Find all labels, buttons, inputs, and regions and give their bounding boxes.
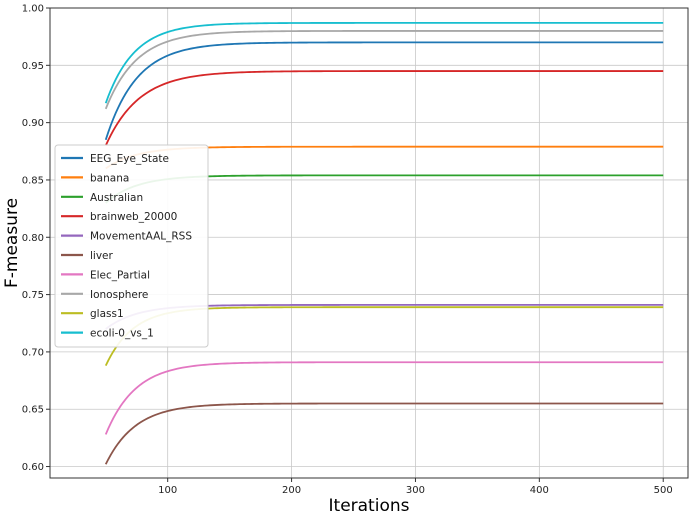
legend-box: [54, 144, 209, 348]
y-tick-label: 0.85: [22, 175, 44, 186]
legend-label: EEG_Eye_State: [90, 153, 169, 165]
legend-label: Ionosphere: [90, 289, 148, 301]
y-tick-label: 0.70: [22, 347, 44, 358]
legend-label: glass1: [90, 308, 124, 320]
legend-label: MovementAAL_RSS: [90, 231, 192, 243]
legend-label: ecoli-0_vs_1: [90, 328, 154, 340]
y-tick-label: 0.90: [22, 118, 44, 129]
y-tick-label: 0.95: [22, 61, 44, 72]
series-line-eeg-eye-state: [104, 41, 664, 141]
legend-label: Elec_Partial: [90, 269, 150, 281]
y-tick-label: 0.80: [22, 233, 44, 244]
legend-label: liver: [90, 250, 114, 262]
x-axis-ticks: 100 200 300 400 500: [158, 478, 673, 496]
y-tick-label: 1.00: [22, 4, 44, 15]
series-line-liver: [104, 402, 664, 465]
x-axis-label: Iterations: [329, 496, 410, 516]
x-tick-label: 400: [530, 485, 549, 496]
x-tick-label: 200: [282, 485, 301, 496]
y-tick-label: 0.75: [22, 290, 44, 301]
y-axis-label: F-measure: [2, 198, 22, 288]
legend-label: Australian: [90, 192, 143, 204]
series-line-brainweb-20000: [104, 70, 664, 146]
legend-label: brainweb_20000: [90, 211, 177, 223]
y-axis-ticks: 0.60 0.65 0.70 0.75 0.80 0.85 0.90 0.95 1.00: [22, 4, 50, 473]
legend-label: banana: [90, 172, 129, 184]
y-tick-label: 0.60: [22, 462, 44, 473]
y-tick-label: 0.65: [22, 405, 44, 416]
x-tick-label: 500: [654, 485, 673, 496]
x-tick-label: 100: [158, 485, 177, 496]
plot-frame: [49, 7, 689, 479]
series-line-ecoli-0-vs-1: [104, 22, 664, 104]
x-tick-label: 300: [406, 485, 425, 496]
series-line-ionosphere: [104, 30, 664, 110]
series-line-elec-partial: [104, 361, 664, 435]
